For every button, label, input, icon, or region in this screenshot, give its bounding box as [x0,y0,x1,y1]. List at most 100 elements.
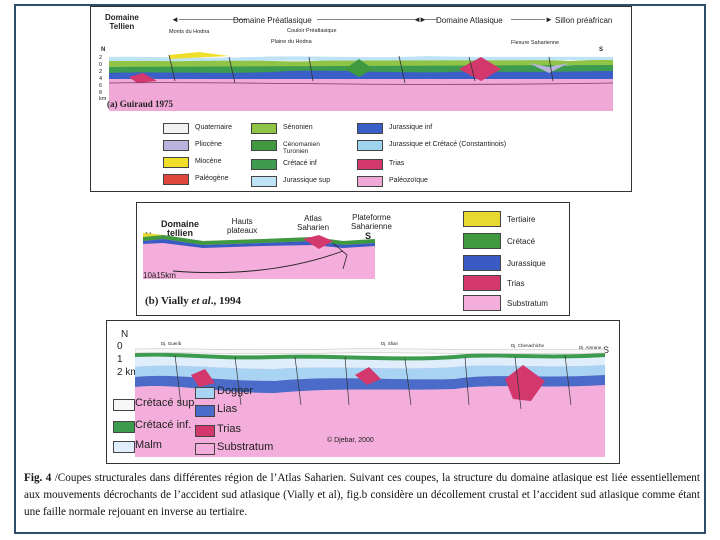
label-s-b: S [365,231,372,241]
legend-cretace: Crétacé [507,237,536,246]
figure-caption: Fig. 4 /Coupes structurales dans différe… [24,470,700,521]
arrow-right-preatlasique: ──────────────────► [317,15,427,24]
legend-substratum-c: Substratum [217,441,274,453]
panel-a-caption: (a) Guiraud 1975 [107,99,174,109]
label-domaine-tellien-b: Domaine tellien [161,219,200,238]
depth-tick-2: 0 [99,62,103,68]
legend-jurassique-inf: Jurassique inf [389,124,433,131]
legend-substratum-b: Substratum [507,299,548,308]
cross-section-c [135,348,605,457]
label-s-c: S [603,345,610,355]
legend-jurassique-sup: Jurassique sup [283,177,331,184]
depth-c-2: 2 km [117,367,139,378]
swatch-malm-c [113,441,135,453]
swatch-trias [357,159,383,170]
swatch-cretace-inf [251,159,277,170]
caption-text: /Coupes structurales dans différentes ré… [24,472,700,518]
swatch-jurassique-sup [251,176,277,187]
swatch-miocene [163,157,189,168]
label-plateforme-saharienne: Plateforme Saharienne [351,213,392,231]
legend-trias: Trias [389,160,405,167]
swatch-senonien [251,123,277,134]
swatch-cretace-sup-c [113,399,135,411]
legend-senonien: Sénonien [283,124,313,131]
caption-label: Fig. 4 [24,472,52,484]
label-depth-b: 10à15km [143,271,176,280]
label-n: N [101,47,106,53]
site-amrane: Dj. Amrane [579,345,602,350]
panel-b-caption-suffix: ., 1994 [210,295,241,307]
legend-cretace-inf-c: Crétacé inf. [135,419,192,431]
swatch-tertiaire [463,211,501,227]
depth-c-0: 0 [117,341,123,352]
depth-tick-3: 2 [99,69,103,75]
legend-jurassique: Jurassique [507,259,546,268]
label-s: S [599,47,604,53]
legend-trias-b: Trias [507,279,525,288]
legend-paleogene: Paléogène [195,175,229,182]
swatch-jurassique [463,255,501,271]
site-chenachiche: Dj. Chenachiche [511,343,545,348]
legend-lias-c: Lias [217,403,238,415]
legend-pliocene: Pliocène [195,141,222,148]
legend-dogger-c: Dogger [217,385,254,397]
label-flexure-saharienne: Flexure Saharienne [511,40,560,46]
swatch-dogger-c [195,387,215,399]
depth-tick-6: 8 [99,90,103,96]
legend-jurassique-cretace: Jurassique et Crétacé (Constantinois) [389,141,507,148]
swatch-paleozoique [357,176,383,187]
swatch-cenomanien [251,140,277,151]
arrow-left-preatlasique: ◄──────────── [171,15,247,24]
panel-b-caption: (b) Vially et al., 1994 [145,295,241,307]
swatch-cretace [463,233,501,249]
swatch-substratum-c [195,443,215,455]
swatch-jurassique-inf [357,123,383,134]
label-n-c: N [121,329,129,340]
legend-paleozoique: Paléozoïque [389,177,428,184]
arrow-left-atlasique: ◄─── [413,15,438,24]
swatch-jurassique-cretace [357,140,383,151]
swatch-lias-c [195,405,215,417]
site-guerib: Dj. Guerib [161,341,182,346]
swatch-cretace-inf-c [113,421,135,433]
label-sillon-preafricain: Sillon préafrican [555,16,613,25]
swatch-trias-c [195,425,215,437]
depth-c-1: 1 [117,354,123,365]
swatch-quaternaire [163,123,189,134]
panel-b-vially: Domaine tellien Hauts plateaux Atlas Sah… [136,202,570,316]
cross-section-b [143,233,375,279]
legend-tertiaire: Tertiaire [507,215,536,224]
legend-malm-c: Malm [135,439,162,451]
panel-b-caption-italic: et al [191,295,211,307]
panel-a-guiraud: Domaine Tellien ◄──────────── Domaine Pr… [90,6,632,192]
swatch-trias-b [463,275,501,291]
label-plaine-hodna: Plaine du Hodna [271,39,312,45]
legend-miocene: Miocène [195,158,222,165]
label-domaine-tellien: Domaine Tellien [105,13,139,31]
label-domaine-preatlasique: Domaine Préatlasique [233,16,312,25]
panel-b-caption-prefix: (b) Vially [145,295,192,307]
legend-trias-c: Trias [217,423,242,435]
swatch-substratum-b [463,295,501,311]
depth-tick-7: km [99,96,107,102]
legend-cretace-inf: Crétacé inf [283,160,317,167]
cross-section-a [109,52,613,111]
label-monts-hodna: Monts du Hodna [169,29,210,35]
figure-frame [14,4,706,534]
swatch-paleogene [163,174,189,185]
depth-tick-1: 2 [99,55,103,61]
label-hauts-plateaux: Hauts plateaux [227,217,258,235]
label-couloir-preatlasique: Couloir Préatlasique [287,28,337,34]
site-sfian: Dj. Sfian [381,341,399,346]
depth-tick-4: 4 [99,76,103,82]
copyright-djebar: © Djebar, 2000 [327,437,374,444]
panel-c-djebar: N 0 1 2 km S Dj. Guerib Dj. Sfian Dj. Ch… [106,320,620,464]
label-domaine-atlasique: Domaine Atlasique [436,16,503,25]
legend-cenomanien: Cénomanien Turonien [283,141,320,155]
label-atlas-saharien: Atlas Saharien [297,214,330,232]
arrow-right-atlasique: ──────► [511,15,553,24]
depth-tick-5: 6 [99,83,103,89]
swatch-pliocene [163,140,189,151]
legend-quaternaire: Quaternaire [195,124,232,131]
legend-cretace-sup-c: Crétacé sup. [135,397,198,409]
